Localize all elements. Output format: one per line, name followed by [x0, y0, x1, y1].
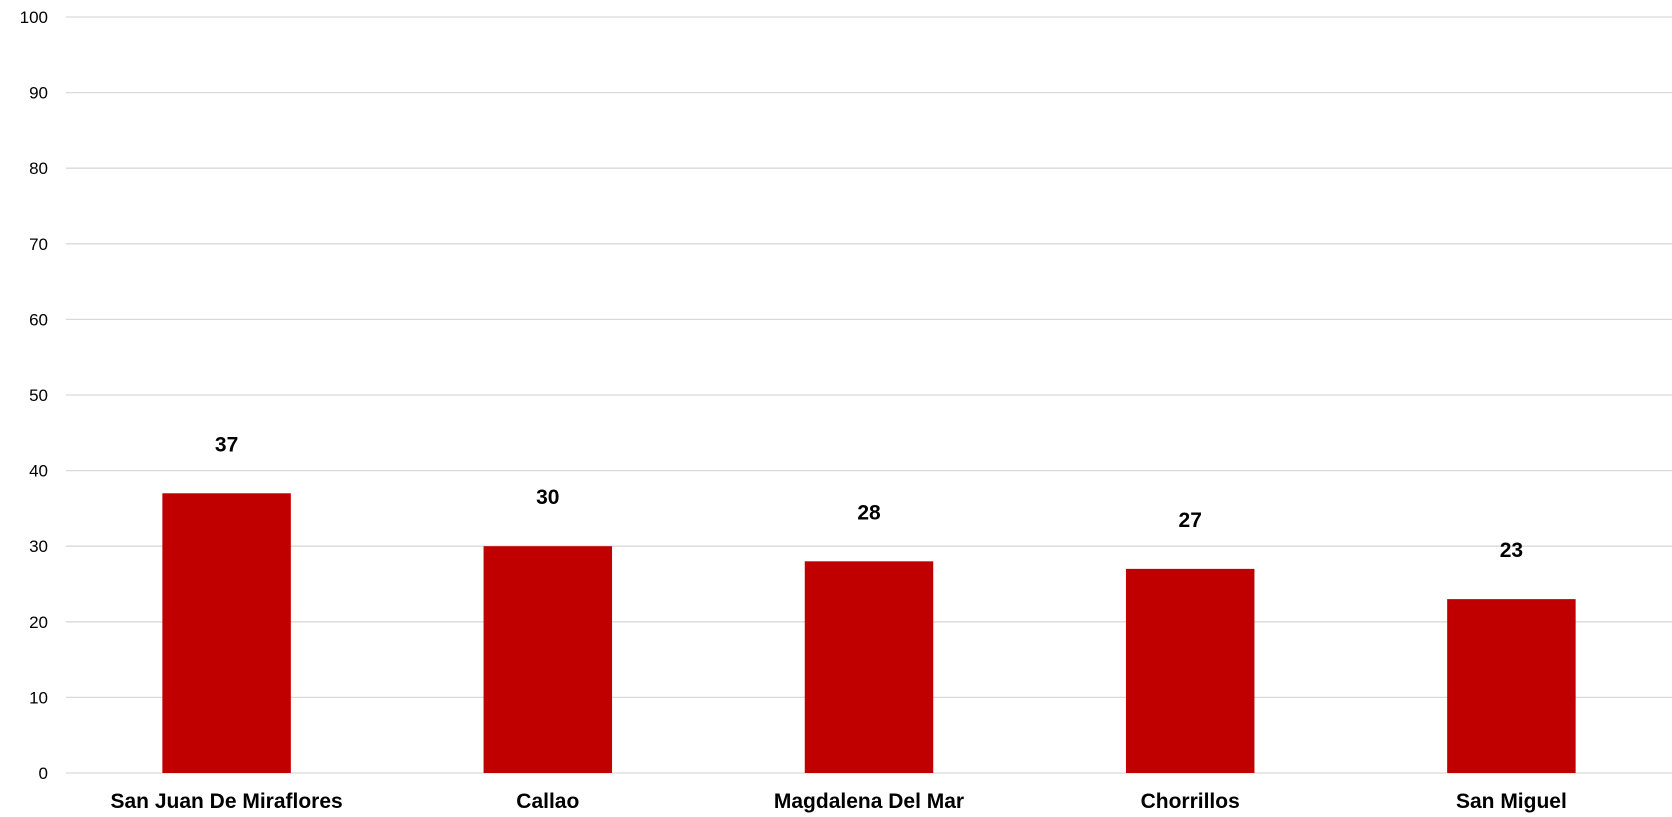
y-tick-label: 20	[29, 613, 48, 632]
data-label: 23	[1500, 539, 1523, 562]
bars	[162, 493, 1576, 773]
data-label: 37	[215, 433, 238, 456]
x-axis-tick-labels: San Juan De Miraflores Callao Magdalena De…	[110, 790, 1566, 813]
x-tick-label: San Juan De Miraflores	[110, 790, 342, 813]
bar	[1447, 599, 1576, 773]
bar	[1125, 568, 1255, 773]
data-label: 30	[536, 486, 559, 509]
y-tick-label: 90	[29, 84, 48, 103]
y-tick-label: 70	[29, 235, 48, 254]
x-tick-label: Callao	[516, 790, 579, 813]
data-labels: 37 30 28 27 23	[215, 433, 1523, 562]
y-tick-label: 80	[29, 159, 48, 178]
y-tick-label: 100	[20, 8, 48, 27]
bar	[804, 561, 934, 773]
y-tick-label: 60	[29, 310, 48, 329]
y-axis-tick-labels: 0 10 20 30 40 50 60 70 80 90 100	[20, 8, 48, 783]
y-tick-label: 50	[29, 386, 48, 405]
data-label: 27	[1179, 509, 1202, 532]
y-tick-label: 10	[29, 688, 48, 707]
y-tick-label: 40	[29, 462, 48, 481]
bar	[162, 493, 291, 773]
x-tick-label: San Miguel	[1456, 790, 1567, 813]
data-label: 28	[857, 501, 881, 524]
y-tick-label: 0	[39, 764, 48, 783]
y-tick-label: 30	[29, 537, 48, 556]
bar	[483, 546, 613, 773]
x-tick-label: Chorrillos	[1141, 790, 1240, 813]
gridlines	[66, 16, 1672, 774]
x-tick-label: Magdalena Del Mar	[774, 790, 964, 813]
